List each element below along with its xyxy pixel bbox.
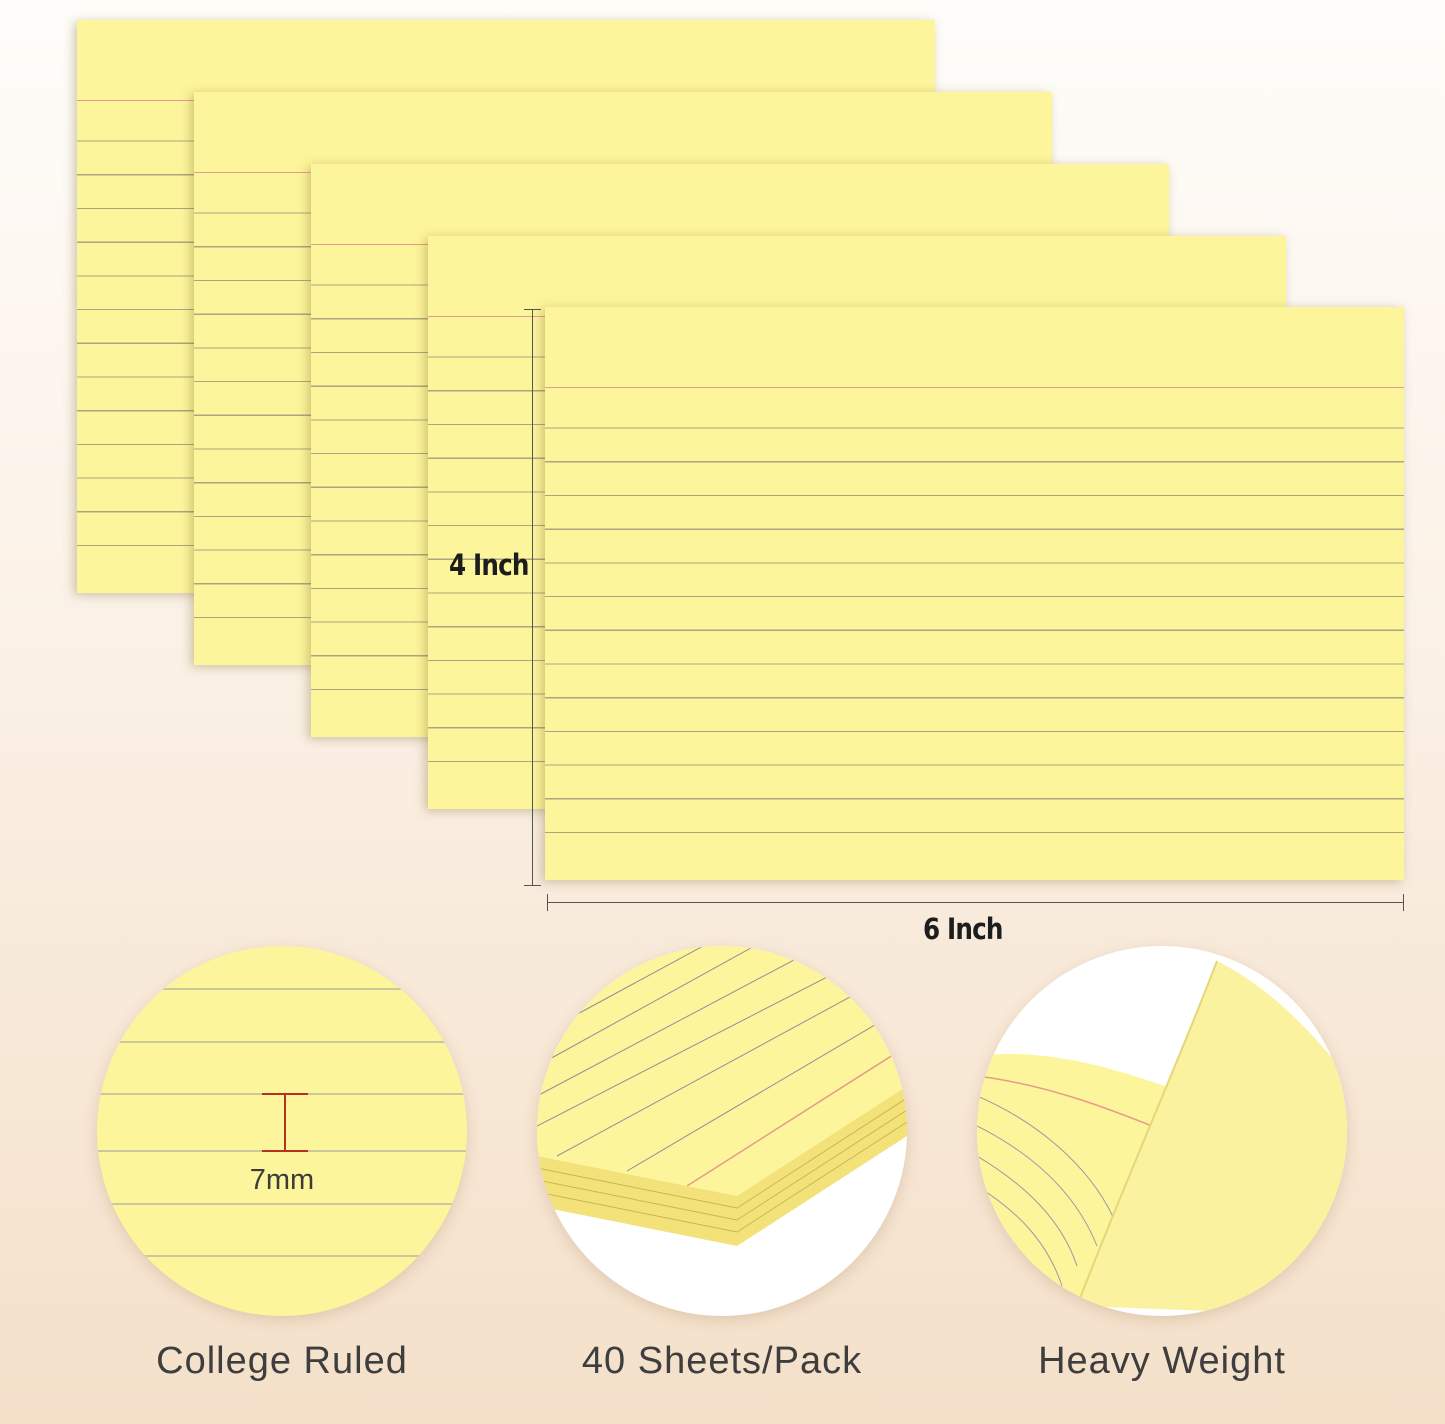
height-label: 4 Inch: [449, 548, 529, 582]
height-dimension-cap-bottom: [524, 885, 541, 886]
measure-icon: [262, 1093, 308, 1152]
heavy-weight-closeup: [977, 946, 1347, 1316]
feature-label-sheets-per-pack: 40 Sheets/Pack: [581, 1340, 863, 1382]
width-dimension-line: [547, 902, 1404, 903]
sheets-stack-closeup: [537, 946, 907, 1316]
height-dimension-cap-top: [524, 309, 541, 310]
width-dimension-cap-left: [547, 894, 548, 911]
page-curl-illustration: [977, 960, 1347, 1316]
stack-illustration: [537, 946, 907, 1246]
index-card-5: [545, 307, 1404, 880]
width-dimension-cap-right: [1403, 894, 1404, 911]
ruled-lines-illustration: [97, 988, 467, 1257]
height-dimension-line: [532, 309, 533, 886]
width-label: 6 Inch: [923, 912, 1003, 946]
feature-label-college-ruled: College Ruled: [156, 1340, 408, 1382]
spacing-annotation: 7mm: [249, 1164, 315, 1196]
college-ruled-closeup: 7mm: [97, 946, 467, 1316]
feature-label-heavy-weight: Heavy Weight: [1038, 1340, 1286, 1382]
